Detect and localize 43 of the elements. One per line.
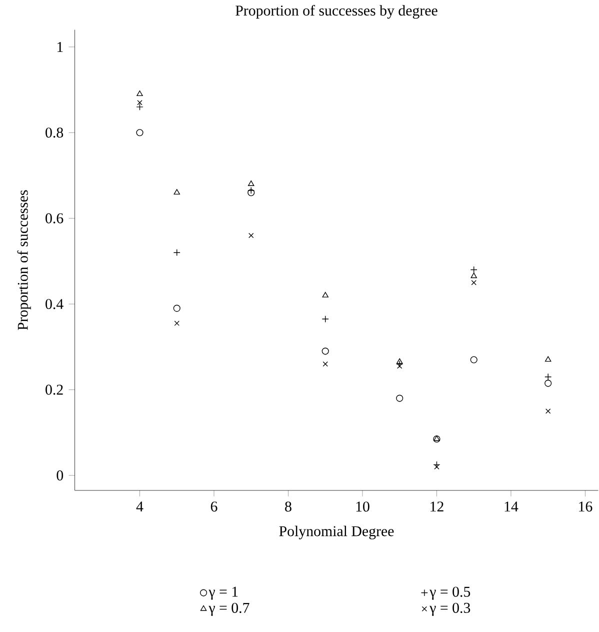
legend-label: γ = 0.3	[429, 602, 470, 616]
y-tick-label: 0	[56, 470, 63, 480]
point	[470, 356, 478, 364]
y-axis-title: Proportion of successes	[17, 190, 31, 330]
y-tick-label: 0.8	[45, 128, 63, 138]
chart-title: Proportion of successes by degree	[235, 4, 438, 19]
x-tick-label: 10	[356, 502, 370, 512]
y-tick-label: 0.2	[45, 384, 63, 395]
point	[471, 280, 476, 286]
point	[396, 394, 404, 402]
y-tick-label: 0.4	[45, 298, 64, 310]
point	[173, 304, 180, 312]
point	[136, 103, 144, 110]
x-tick-label: 4	[136, 502, 144, 512]
y-tick-label: 1	[57, 42, 63, 52]
legend-label: γ = 1	[208, 586, 238, 600]
x-tick-label: 16	[578, 502, 592, 512]
x-tick-label: 12	[430, 502, 444, 512]
point	[136, 90, 143, 96]
point	[544, 380, 552, 387]
point	[174, 189, 180, 195]
x-tick-label: 14	[504, 502, 518, 512]
y-tick-label: 0.6	[45, 213, 64, 224]
point	[322, 361, 328, 367]
point	[322, 292, 328, 298]
point	[247, 189, 255, 196]
x-axis-title: Polynomial Degree	[279, 526, 394, 540]
point	[248, 232, 254, 238]
point	[136, 129, 144, 136]
point	[174, 320, 180, 326]
x-tick-label: 8	[284, 502, 292, 512]
point	[545, 408, 551, 414]
x-tick-label: 6	[210, 502, 218, 512]
point	[322, 348, 329, 355]
point	[248, 180, 254, 186]
point	[434, 464, 440, 470]
point	[433, 435, 440, 443]
point	[434, 435, 440, 441]
legend-label: γ = 0.7	[208, 602, 250, 616]
legend-label: γ = 0.5	[429, 586, 470, 600]
point	[396, 358, 403, 364]
point	[544, 356, 552, 362]
point	[396, 364, 402, 369]
